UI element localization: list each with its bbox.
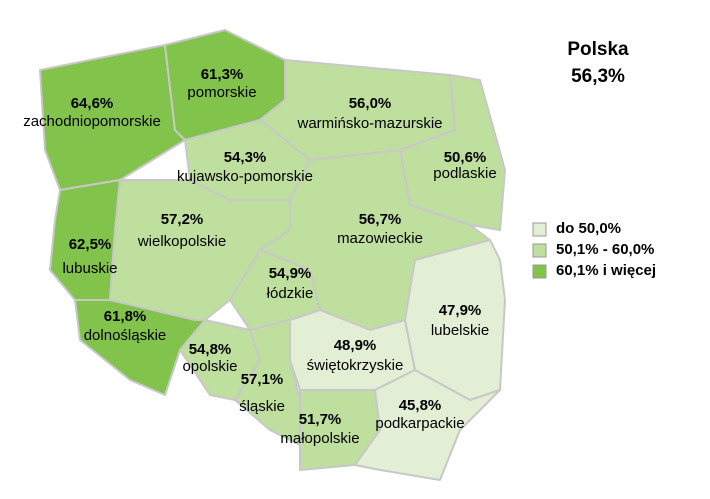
title: Polska: [567, 39, 629, 60]
region: [354, 369, 501, 481]
region-value: 54,3%: [224, 149, 267, 166]
labels: 64,6%zachodniopomorskie 61,3%pomorskie 56,…: [23, 66, 496, 447]
region-value: 54,8%: [189, 341, 232, 358]
region-name: lubuskie: [62, 260, 117, 277]
region-value: 62,5%: [69, 236, 112, 253]
region-name: mazowieckie: [337, 230, 423, 247]
region-value: 50,6%: [444, 149, 487, 166]
region-value: 64,6%: [71, 95, 114, 112]
region-value: 57,1%: [241, 371, 284, 388]
legend-swatch: [532, 222, 547, 237]
legend-label: do 50,0%: [556, 220, 621, 237]
region-value: 57,2%: [161, 211, 204, 228]
region-value: 47,9%: [439, 302, 482, 319]
region-name: wielkopolskie: [137, 233, 226, 250]
region-name: dolnośląskie: [84, 327, 167, 344]
region-value: 61,8%: [104, 308, 147, 325]
region-name: kujawsko-pomorskie: [177, 168, 313, 185]
region-value: 61,3%: [201, 66, 244, 83]
region-name: małopolskie: [280, 430, 359, 447]
region-name: podlaskie: [433, 165, 496, 182]
region-name: świętokrzyskie: [307, 357, 404, 374]
region-value: 45,8%: [399, 397, 442, 414]
region-name: łódzkie: [267, 285, 314, 302]
region-value: 48,9%: [334, 337, 377, 354]
region-name: opolskie: [182, 358, 237, 375]
region-name: śląskie: [239, 398, 285, 415]
regions: [39, 29, 506, 481]
region-name: pomorskie: [187, 84, 256, 101]
region-name: zachodniopomorskie: [23, 113, 161, 130]
legend-swatch: [532, 264, 547, 279]
national-value: 56,3%: [571, 66, 625, 87]
region-value: 51,7%: [299, 411, 342, 428]
region-value: 54,9%: [269, 265, 312, 282]
region-value: 56,0%: [349, 95, 392, 112]
legend: do 50,0% 50,1% - 60,0% 60,1% i więcej: [532, 220, 656, 279]
legend-swatch: [532, 243, 547, 258]
region-name: podkarpackie: [375, 415, 464, 432]
legend-label: 60,1% i więcej: [556, 262, 656, 279]
legend-label: 50,1% - 60,0%: [556, 241, 654, 258]
region-name: warmińsko-mazurskie: [296, 115, 442, 132]
region-value: 56,7%: [359, 211, 402, 228]
region-name: lubelskie: [431, 322, 489, 339]
